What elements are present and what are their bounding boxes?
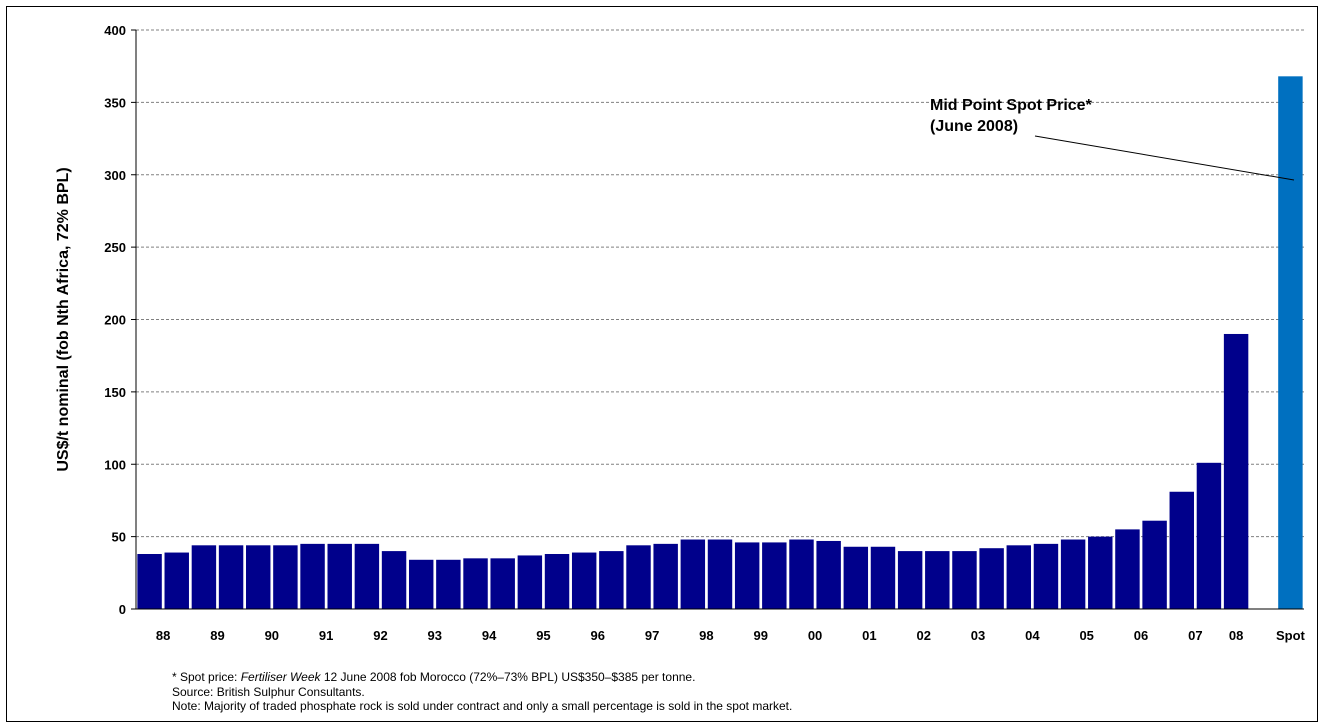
- annual-price-bar: [246, 545, 271, 609]
- annual-price-bar: [897, 551, 923, 609]
- x-tick-label: 94: [482, 628, 497, 643]
- annual-price-bar: [626, 545, 651, 609]
- chart-frame: [6, 6, 1318, 722]
- annual-price-bar: [952, 551, 977, 609]
- spot-price-annotation: Mid Point Spot Price* (June 2008): [930, 97, 1295, 181]
- annual-price-bar: [870, 546, 896, 609]
- y-tick-label: 150: [104, 385, 126, 400]
- annual-price-bar: [1169, 491, 1194, 609]
- x-tick-label: 96: [591, 628, 605, 643]
- annual-price-bar: [164, 552, 189, 609]
- annotation-line-2: (June 2008): [930, 118, 1018, 135]
- annotation-line-1: Mid Point Spot Price*: [930, 97, 1093, 114]
- annual-price-bar: [1115, 529, 1140, 609]
- spot-footnote-rest: 12 June 2008 fob Morocco (72%–73% BPL) U…: [320, 670, 696, 684]
- y-tick-label: 200: [104, 313, 126, 328]
- x-tick-label: 91: [319, 628, 333, 643]
- x-tick-label: 02: [916, 628, 930, 643]
- annual-price-bar: [1060, 539, 1086, 609]
- annual-price-bar: [273, 545, 298, 609]
- annotation-leader-line: [1034, 135, 1295, 181]
- spot-price-footnote: * Spot price: Fertiliser Week 12 June 20…: [172, 670, 792, 685]
- annual-price-bar: [680, 539, 706, 609]
- annual-price-bar: [327, 543, 352, 609]
- x-tick-label: 07: [1188, 628, 1202, 643]
- annual-price-bar: [490, 558, 515, 609]
- annual-price-bar: [381, 551, 407, 609]
- x-tick-label: 06: [1134, 628, 1148, 643]
- x-tick-label: 08: [1229, 628, 1243, 643]
- annual-price-bar: [137, 553, 162, 609]
- x-tick-label: 04: [1025, 628, 1040, 643]
- annual-price-bar: [191, 545, 217, 609]
- annual-price-bar: [300, 543, 325, 609]
- annual-price-bar: [1088, 536, 1113, 609]
- annual-price-bar: [843, 546, 869, 609]
- x-tick-label: 90: [265, 628, 279, 643]
- annual-price-bar: [1033, 543, 1059, 609]
- axes: [131, 29, 1304, 610]
- x-tick-label: 03: [971, 628, 985, 643]
- annual-price-bar: [408, 559, 434, 609]
- y-tick-label: 250: [104, 240, 126, 255]
- y-tick-label: 50: [112, 530, 126, 545]
- bars: [137, 76, 1303, 609]
- annual-price-bar: [1006, 545, 1032, 609]
- gridlines: [136, 29, 1304, 538]
- y-tick-label: 350: [104, 95, 126, 110]
- x-tick-label: 88: [156, 628, 170, 643]
- annual-price-bar: [762, 542, 787, 609]
- annual-price-bar: [463, 558, 488, 609]
- annual-price-bar: [517, 555, 543, 609]
- source-footnote: Source: British Sulphur Consultants.: [172, 684, 365, 699]
- spot-footnote-prefix: * Spot price:: [172, 670, 241, 684]
- annual-price-bar: [707, 539, 733, 609]
- annual-price-bar: [1196, 462, 1222, 609]
- x-tick-label: 00: [808, 628, 822, 643]
- x-tick-label: 98: [699, 628, 713, 643]
- x-tick-label: 99: [754, 628, 768, 643]
- spot-price-bar: [1278, 76, 1303, 609]
- x-tick-label: 97: [645, 628, 659, 643]
- x-tick-label: 93: [428, 628, 442, 643]
- y-tick-label: 400: [104, 23, 126, 38]
- y-axis-title: US$/t nominal (fob Nth Africa, 72% BPL): [55, 167, 72, 471]
- annual-price-bar: [571, 552, 597, 609]
- annual-price-bar: [816, 540, 841, 609]
- x-tick-label: 01: [862, 628, 876, 643]
- footnotes: * Spot price: Fertiliser Week 12 June 20…: [172, 670, 792, 714]
- annual-price-bar: [218, 545, 244, 609]
- y-tick-label: 100: [104, 457, 126, 472]
- annual-price-bar: [544, 553, 570, 609]
- annual-price-bar: [599, 551, 624, 609]
- x-tick-label: 89: [210, 628, 224, 643]
- spot-footnote-source: Fertiliser Week: [240, 670, 321, 684]
- annual-price-bar: [653, 543, 678, 609]
- x-tick-label: Spot: [1276, 628, 1306, 643]
- x-tick-label: 92: [373, 628, 387, 643]
- annual-price-bar: [925, 551, 950, 609]
- x-tick-label: 95: [536, 628, 550, 643]
- note-footnote: Note: Majority of traded phosphate rock …: [172, 699, 793, 713]
- annual-price-bar: [979, 548, 1004, 609]
- annual-price-bar: [734, 542, 760, 609]
- y-tick-label: 300: [104, 168, 126, 183]
- annual-price-bar: [789, 539, 814, 609]
- x-tick-label: 05: [1079, 628, 1093, 643]
- y-tick-label: 0: [119, 602, 126, 617]
- annual-price-bar: [354, 543, 380, 609]
- annual-price-bar: [1223, 333, 1249, 609]
- annual-price-bar: [436, 559, 461, 609]
- annual-price-bar: [1142, 520, 1167, 609]
